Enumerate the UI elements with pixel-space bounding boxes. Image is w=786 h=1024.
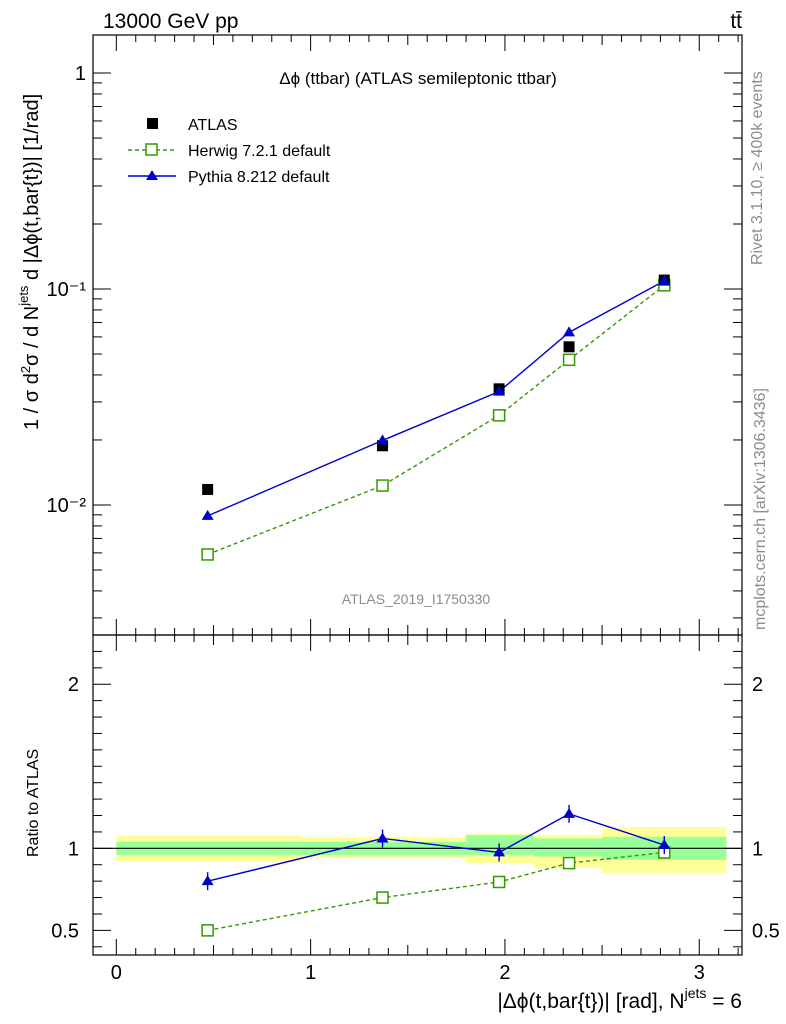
main-y-tick-label: 10⁻¹: [47, 279, 87, 301]
band-inner: [534, 838, 603, 857]
pythia-point: [563, 326, 576, 337]
x-axis-label-tail: = 6: [706, 990, 742, 1013]
ratio-herwig-point: [492, 875, 506, 889]
ratio-ylabel: Ratio to ATLAS: [25, 749, 42, 857]
pythia-point: [201, 509, 214, 520]
ratio-y-tick-label: 1: [68, 838, 79, 860]
energy-label: 13000 GeV pp: [103, 10, 238, 33]
ratio-herwig-point: [376, 891, 389, 904]
ratio-pythia-point: [201, 875, 214, 886]
ratio-y-tick-label-right: 1: [752, 838, 763, 860]
main-ylabel: 1 / σ d2σ / d Njets d |Δϕ(t,bar{t})| [1/…: [16, 94, 43, 430]
legend-pythia-label: Pythia 8.212 default: [188, 169, 330, 186]
ratio-y-tick-label: 0.5: [51, 920, 79, 942]
ratio-y-tick-label-right: 0.5: [752, 920, 780, 942]
atlas-point: [563, 341, 575, 353]
ratio-marks: [201, 804, 671, 937]
legend-herwig-marker: [145, 143, 158, 156]
ratio-pythia-point: [493, 846, 506, 857]
ratio-frame: [92, 634, 743, 956]
legend: ATLAS Herwig 7.2.1 default Pythia 8.212 …: [128, 117, 331, 186]
ratio-pythia-point: [376, 832, 389, 843]
main-y-tick-label: 1: [75, 63, 86, 85]
main-y-tick-label: 10⁻²: [47, 495, 87, 517]
legend-pythia-marker: [146, 170, 158, 180]
herwig-point: [492, 409, 506, 422]
ratio-herwig-point: [562, 856, 576, 870]
ratio-pythia-point: [563, 807, 576, 818]
herwig-point: [201, 548, 214, 561]
x-tick-label: 2: [499, 962, 510, 984]
ratio-y-tick-label-right: 2: [752, 674, 763, 696]
atlas-point: [202, 483, 214, 495]
pythia-point: [658, 274, 671, 285]
pythia-line: [207, 280, 665, 517]
ratio-ticks: 0.5 0.5 1 1 2 2 0 1 2 3: [51, 635, 780, 984]
atlas-point: [377, 440, 389, 452]
herwig-line: [207, 284, 665, 556]
x-axis-label-main: |Δϕ(t,bar{t})| [rad], N: [497, 990, 684, 1013]
analysis-id: ATLAS_2019_I1750330: [342, 591, 491, 607]
main-ticks: 10⁻² 10⁻¹ 1: [47, 35, 742, 635]
legend-herwig-label: Herwig 7.2.1 default: [188, 143, 331, 160]
ratio-pythia-point: [658, 839, 671, 850]
main-marks: [201, 274, 671, 561]
x-axis-label-super: jets: [684, 985, 707, 1001]
rivet-label: Rivet 3.1.10, ≥ 400k events: [749, 71, 766, 265]
x-tick-label: 3: [694, 962, 705, 984]
ratio-herwig-point: [201, 924, 214, 937]
legend-atlas-marker: [147, 118, 158, 129]
main-title: Δϕ (ttbar) (ATLAS semileptonic ttbar): [279, 69, 557, 88]
x-tick-label: 0: [111, 962, 122, 984]
pythia-point: [376, 434, 389, 445]
herwig-point: [376, 479, 389, 492]
legend-atlas-label: ATLAS: [188, 117, 238, 134]
process-label: tt̄: [730, 10, 742, 33]
x-axis-label: |Δϕ(t,bar{t})| [rad], Njets = 6: [497, 985, 742, 1013]
pythia-point: [493, 385, 506, 396]
mcplots-label: mcplots.cern.ch [arXiv:1306.3436]: [752, 388, 769, 630]
x-tick-label: 1: [305, 962, 316, 984]
herwig-point: [562, 353, 576, 367]
ratio-y-tick-label: 2: [68, 674, 79, 696]
ratio-bands: [93, 827, 742, 873]
